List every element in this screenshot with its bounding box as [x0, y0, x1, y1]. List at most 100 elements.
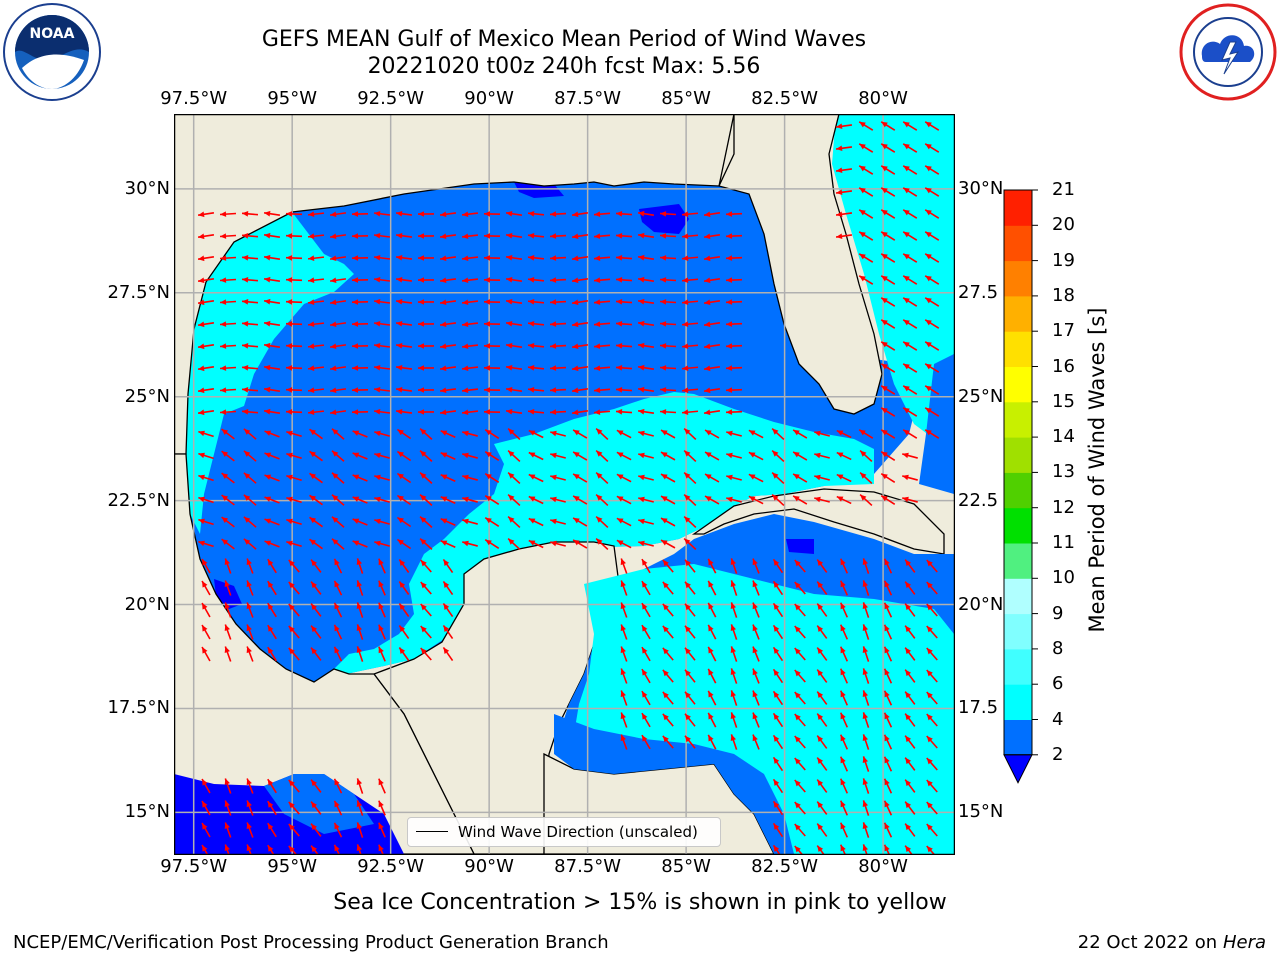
colorbar-segment — [1004, 684, 1032, 720]
wave-direction-arrow — [267, 558, 277, 574]
colorbar-segment — [1004, 401, 1032, 438]
wave-direction-arrow — [684, 669, 696, 683]
wave-direction-arrow — [615, 211, 633, 217]
wave-direction-arrow — [794, 625, 806, 639]
wave-direction-arrow — [329, 233, 347, 240]
wave-direction-arrow — [285, 255, 303, 261]
colorbar-segment — [1004, 613, 1032, 650]
wave-direction-arrow — [351, 299, 369, 305]
wave-direction-arrow — [659, 255, 677, 261]
wave-direction-arrow — [730, 646, 738, 662]
wave-direction-arrow — [858, 121, 874, 131]
wave-direction-arrow — [462, 474, 478, 481]
wave-direction-arrow — [794, 735, 806, 749]
wave-direction-arrow — [285, 299, 303, 305]
wave-direction-arrow — [241, 321, 259, 327]
wave-direction-arrow — [396, 450, 412, 462]
wave-direction-arrow — [267, 602, 277, 618]
wave-direction-arrow — [373, 408, 391, 415]
wave-direction-arrow — [593, 233, 611, 239]
wave-direction-arrow — [904, 779, 916, 793]
wave-direction-arrow — [461, 387, 479, 394]
ticks-left-label: 25°N — [124, 385, 170, 407]
ticks-bot-label: 92.5°W — [357, 856, 425, 877]
wave-direction-arrow — [926, 647, 938, 661]
wave-direction-arrow — [772, 844, 781, 854]
wave-direction-arrow — [550, 540, 566, 547]
wave-direction-arrow — [398, 625, 410, 639]
wave-direction-arrow — [681, 321, 699, 327]
wave-direction-arrow — [660, 539, 676, 549]
wave-direction-arrow — [707, 734, 717, 750]
wave-direction-arrow — [816, 691, 828, 705]
wave-direction-arrow — [439, 211, 457, 218]
wave-direction-arrow — [862, 800, 870, 816]
wave-direction-arrow — [246, 558, 254, 574]
wave-direction-arrow — [373, 298, 391, 305]
ticks-right-label: 20°N — [958, 593, 1004, 615]
wave-direction-arrow — [264, 540, 280, 548]
wave-direction-arrow — [288, 625, 300, 639]
wave-direction-arrow — [703, 277, 721, 284]
wave-direction-arrow — [681, 365, 699, 371]
wave-direction-arrow — [263, 210, 281, 217]
wave-direction-arrow — [641, 580, 651, 596]
wave-direction-arrow — [616, 517, 632, 527]
wave-direction-arrow — [395, 364, 413, 371]
wave-direction-arrow — [243, 472, 257, 484]
wave-direction-arrow — [378, 778, 386, 794]
wave-direction-arrow — [684, 691, 696, 705]
wave-direction-arrow — [794, 559, 806, 573]
wave-direction-arrow — [219, 233, 237, 239]
wave-direction-arrow — [816, 581, 828, 595]
wave-direction-arrow — [924, 319, 940, 329]
wave-direction-arrow — [373, 276, 391, 283]
ticks-bot-label: 87.5°W — [554, 856, 622, 877]
wave-direction-arrow — [439, 321, 457, 328]
wave-direction-arrow — [814, 430, 830, 437]
wave-direction-arrow — [549, 409, 567, 415]
wave-direction-arrow — [659, 365, 677, 371]
ticks-left-label: 20°N — [124, 593, 170, 615]
wave-direction-arrow — [395, 342, 413, 349]
wave-direction-arrow — [483, 299, 501, 305]
map-subtitle: 20221020 t00z 240h fcst Max: 5.56 — [367, 54, 761, 79]
wave-direction-arrow — [507, 493, 521, 507]
wave-direction-arrow — [707, 624, 717, 640]
colorbar-segment — [1004, 190, 1032, 226]
wave-direction-arrow — [637, 408, 655, 415]
wave-direction-arrow — [201, 844, 209, 854]
ticks-left-label: 22.5°N — [107, 489, 170, 511]
colorbar-label: 21 — [1052, 179, 1075, 200]
ticks-left-label: 27.5°N — [107, 281, 170, 303]
wave-direction-arrow — [703, 365, 721, 372]
wave-direction-arrow — [571, 277, 589, 284]
wave-direction-arrow — [703, 321, 721, 328]
wave-direction-arrow — [615, 321, 633, 327]
wave-direction-arrow — [926, 691, 938, 705]
colorbar-segment — [1004, 225, 1032, 262]
wave-direction-arrow — [505, 408, 523, 415]
wave-direction-arrow — [924, 165, 940, 175]
wave-direction-arrow — [351, 321, 369, 327]
wave-direction-arrow — [356, 602, 364, 618]
ticks-top-label: 95°W — [267, 88, 318, 109]
wave-direction-arrow — [285, 277, 303, 283]
wave-direction-arrow — [862, 712, 870, 728]
wave-direction-arrow — [221, 494, 235, 506]
wave-direction-arrow — [858, 165, 874, 175]
low-period-patch-southwest — [214, 579, 242, 609]
wave-direction-arrow — [461, 409, 479, 416]
ticks-top-label: 92.5°W — [357, 88, 425, 109]
wave-direction-arrow — [703, 409, 721, 416]
wave-direction-arrow — [703, 387, 721, 394]
wave-direction-arrow — [771, 427, 785, 441]
wave-direction-arrow — [241, 299, 259, 305]
wave-direction-arrow — [352, 540, 368, 548]
wave-direction-arrow — [725, 343, 743, 349]
wave-direction-arrow — [221, 450, 235, 462]
wave-direction-arrow — [862, 734, 870, 750]
wave-direction-arrow — [374, 452, 390, 459]
wave-direction-arrow — [620, 668, 628, 684]
wave-direction-arrow — [772, 778, 784, 794]
